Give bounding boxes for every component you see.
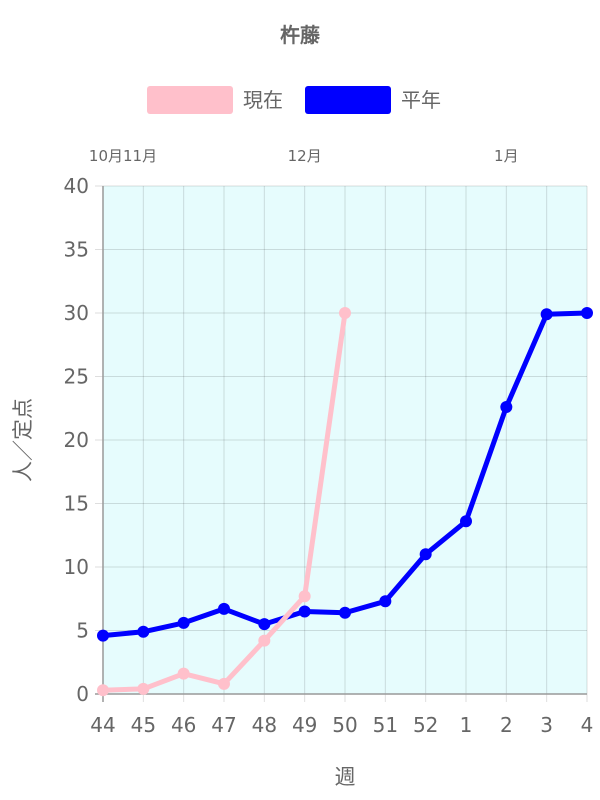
x-tick-label: 1	[460, 713, 473, 737]
x-tick-label: 48	[252, 713, 277, 737]
x-tick-labels: 44 45 46 47 48 49 50 51 52 1 2 3 4	[90, 713, 593, 737]
data-point	[581, 307, 593, 319]
data-point	[540, 308, 553, 321]
chart-title: 杵藤	[280, 23, 321, 47]
x-tick-label: 4	[581, 713, 594, 737]
y-tick-label: 10	[64, 555, 89, 579]
series-現在	[97, 307, 351, 697]
x-tick-label: 46	[171, 713, 196, 737]
month-label: 12月	[288, 147, 322, 165]
data-point	[379, 595, 392, 608]
data-point	[177, 667, 190, 680]
data-point	[97, 629, 109, 642]
data-point	[97, 684, 109, 697]
y-tick-label: 30	[64, 301, 89, 325]
x-tick-label: 45	[131, 713, 156, 737]
y-tick-label: 40	[64, 174, 89, 198]
x-axis-label: 週	[335, 765, 356, 789]
data-point	[177, 616, 190, 629]
y-tick-label: 35	[64, 238, 89, 262]
data-point	[339, 307, 351, 319]
legend-swatch	[147, 86, 233, 114]
y-tick-labels: 0 5 10 15 20 25 30 35 40	[64, 174, 89, 706]
data-point	[298, 605, 311, 618]
data-point	[218, 602, 230, 615]
series-平年	[97, 307, 593, 642]
data-point	[339, 606, 351, 619]
y-tick-label: 25	[64, 365, 89, 389]
legend: 現在 平年	[147, 86, 441, 114]
data-point	[258, 634, 271, 647]
legend-label: 平年	[401, 88, 441, 112]
month-label: 1月	[494, 147, 519, 165]
y-tick-label: 15	[64, 492, 89, 516]
x-tick-label: 3	[540, 713, 553, 737]
x-tick-label: 52	[413, 713, 438, 737]
data-point	[419, 548, 432, 561]
data-point	[258, 618, 271, 631]
x-tick-label: 51	[373, 713, 398, 737]
data-point	[137, 625, 150, 638]
y-tick-label: 5	[76, 619, 89, 643]
data-point	[500, 400, 513, 413]
data-point	[298, 590, 311, 603]
data-point	[218, 677, 230, 690]
data-point	[137, 682, 150, 695]
legend-label: 現在	[243, 88, 283, 112]
data-point	[460, 515, 472, 528]
y-tick-label: 20	[64, 428, 89, 452]
month-labels: 10月11月 12月 1月	[89, 147, 519, 165]
x-tick-label: 50	[332, 713, 357, 737]
x-tick-label: 47	[211, 713, 236, 737]
month-label: 10月11月	[89, 147, 157, 165]
x-tick-label: 49	[292, 713, 317, 737]
x-tick-label: 2	[500, 713, 513, 737]
y-axis-label: 人／定点	[11, 398, 35, 482]
legend-swatch	[305, 86, 391, 114]
y-tick-label: 0	[76, 682, 89, 706]
x-tick-label: 44	[90, 713, 115, 737]
series-layer	[97, 307, 593, 697]
axes	[95, 186, 587, 702]
